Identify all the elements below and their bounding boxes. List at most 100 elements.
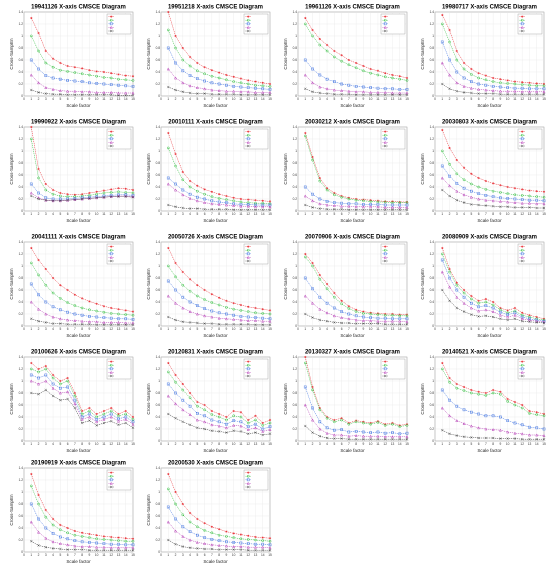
x-tick-label: 5 <box>333 97 335 101</box>
data-point <box>246 542 250 545</box>
data-point <box>51 376 55 380</box>
data-point <box>383 424 387 427</box>
data-point <box>166 46 170 50</box>
data-point <box>477 197 481 201</box>
y-tick-label: 0.6 <box>156 288 161 292</box>
data-point <box>102 535 106 538</box>
data-point <box>195 199 199 203</box>
x-tick-label: 4 <box>463 442 465 446</box>
data-point <box>124 195 127 198</box>
data-point <box>311 155 314 159</box>
data-point <box>109 546 113 550</box>
y-tick-label: 0.6 <box>19 403 24 407</box>
data-point <box>369 93 372 97</box>
y-tick-label: 0.8 <box>430 161 435 165</box>
data-point <box>499 85 502 89</box>
data-point <box>210 525 213 528</box>
data-point <box>66 397 69 401</box>
data-point <box>513 309 517 313</box>
y-tick-label: 1.2 <box>430 367 435 371</box>
data-point <box>448 87 451 91</box>
x-tick-label: 10 <box>95 442 99 446</box>
data-point <box>462 193 466 197</box>
data-point <box>174 373 177 377</box>
data-point <box>44 61 48 65</box>
x-tick-label: 5 <box>59 212 61 216</box>
y-tick-label: 1.4 <box>156 125 161 129</box>
data-point <box>254 199 257 202</box>
data-point <box>535 437 538 441</box>
data-point <box>217 533 221 537</box>
data-point <box>376 313 380 316</box>
data-point <box>95 534 98 537</box>
x-tick-label: 9 <box>226 442 228 446</box>
data-point <box>166 67 170 71</box>
data-point <box>484 308 488 312</box>
data-point <box>376 430 380 434</box>
data-point <box>44 388 48 392</box>
series-4 <box>440 176 546 206</box>
data-point <box>462 408 466 412</box>
series-line <box>168 395 271 432</box>
data-point <box>196 400 199 404</box>
data-point <box>44 85 48 89</box>
data-point <box>448 270 451 274</box>
data-point <box>492 300 495 304</box>
series-1 <box>441 128 546 193</box>
series-line <box>442 247 545 320</box>
data-point <box>340 201 343 205</box>
data-point <box>29 484 33 488</box>
y-tick-label: 1 <box>432 34 434 38</box>
data-point <box>203 92 206 95</box>
y-axis-label: Cross-SampEn <box>283 268 288 300</box>
series-line <box>31 521 133 549</box>
data-point <box>95 309 98 313</box>
y-tick-label: 1 <box>295 149 297 153</box>
data-point <box>535 426 539 430</box>
data-point <box>477 72 480 75</box>
legend-marker <box>109 363 113 367</box>
chart-panel: 19961126 X-axis CMSCE Diagram 0 1 2 3 4 5 6 7 8 9 1… <box>282 2 410 110</box>
data-point <box>181 320 185 324</box>
data-point <box>117 193 120 197</box>
data-point <box>44 508 47 512</box>
data-point <box>513 193 517 197</box>
x-tick-label: 0 <box>23 97 25 101</box>
x-tick-label: 2 <box>175 553 177 557</box>
data-point <box>188 84 192 88</box>
data-point <box>88 536 91 539</box>
x-tick-label: 5 <box>333 442 335 446</box>
data-point <box>174 261 177 265</box>
data-point <box>59 297 62 300</box>
legend-marker <box>246 137 250 141</box>
data-point <box>354 433 358 437</box>
data-point <box>405 91 409 95</box>
data-point <box>181 408 185 412</box>
y-tick-label: 0 <box>21 439 23 443</box>
data-point <box>95 320 99 324</box>
data-point <box>391 435 394 439</box>
data-point <box>166 520 170 524</box>
series-5 <box>167 412 272 437</box>
y-tick-label: 0.6 <box>430 58 435 62</box>
data-point <box>520 90 524 94</box>
data-point <box>347 208 351 212</box>
data-point <box>37 544 40 547</box>
x-tick-label: 8 <box>81 97 83 101</box>
data-point <box>535 90 539 94</box>
chart-title: 20030212 X-axis CMSCE Diagram <box>305 120 400 126</box>
data-point <box>131 79 135 82</box>
y-axis-label: Cross-SampEn <box>146 494 151 526</box>
data-point <box>196 404 199 408</box>
data-point <box>506 92 509 96</box>
data-point <box>80 319 84 323</box>
data-point <box>354 202 358 206</box>
data-point <box>398 93 401 97</box>
data-point <box>232 536 235 539</box>
data-point <box>362 437 365 441</box>
data-point <box>542 82 546 86</box>
data-point <box>455 295 459 299</box>
data-point <box>254 205 257 209</box>
data-point <box>95 315 98 319</box>
